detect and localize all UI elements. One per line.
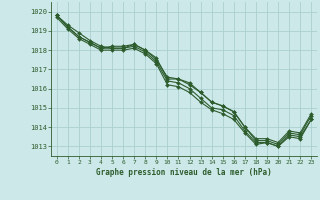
X-axis label: Graphe pression niveau de la mer (hPa): Graphe pression niveau de la mer (hPa) xyxy=(96,168,272,177)
